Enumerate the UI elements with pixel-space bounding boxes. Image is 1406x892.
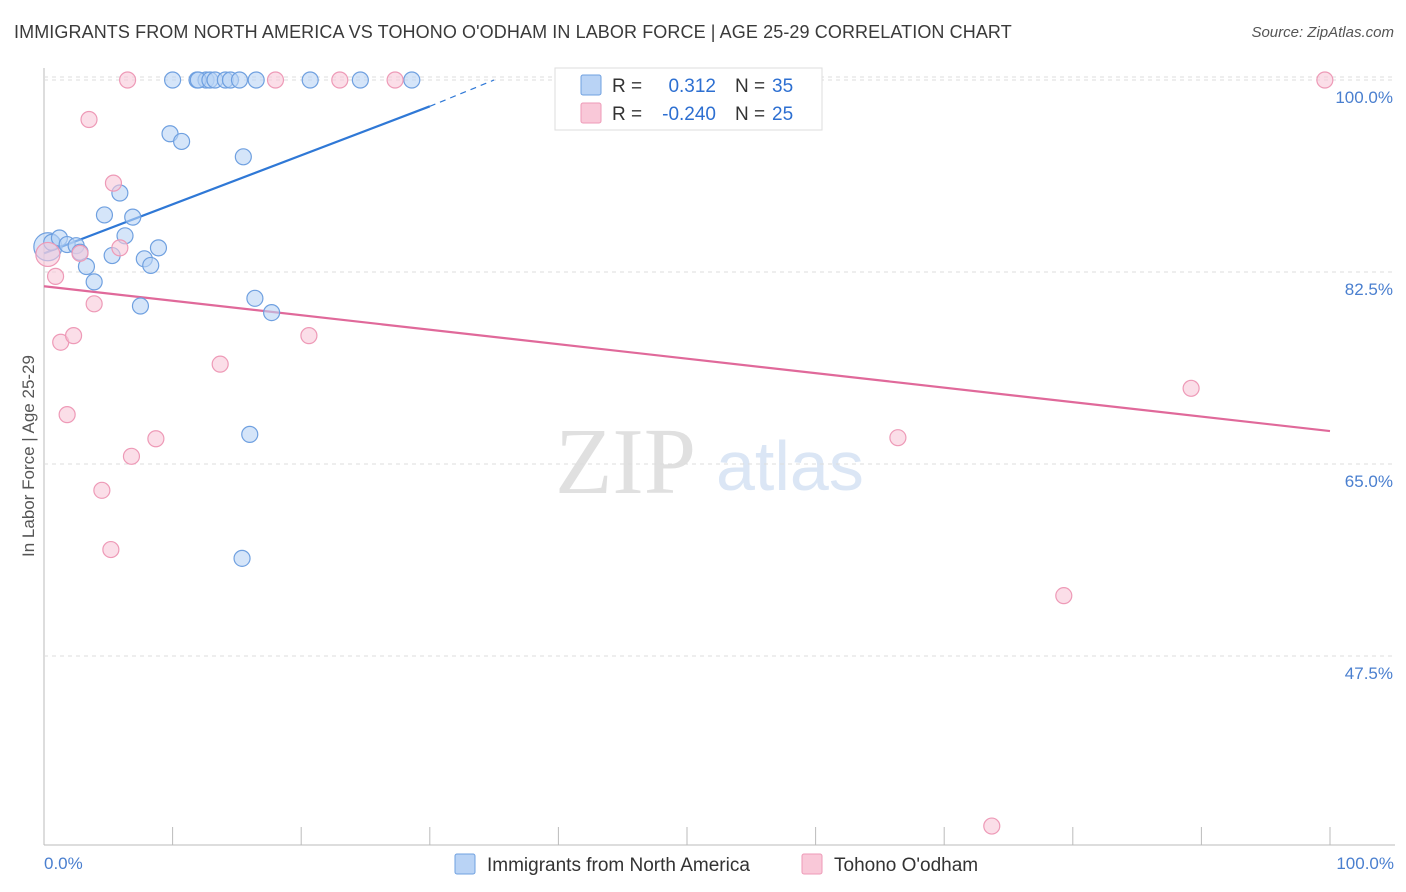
point-pink-18: [331, 71, 349, 89]
point-blue-28: [234, 148, 252, 166]
legend-n-value-1: 35: [772, 76, 793, 97]
point-blue-27: [230, 71, 249, 89]
y-tick-label-82.5: 82.5%: [1345, 280, 1393, 299]
legend: R = 0.312 N = 35 R = -0.240 N = 25: [554, 67, 823, 131]
point-pink-21: [1055, 587, 1073, 605]
point-pink-16: [266, 71, 285, 89]
trend-line-pink: [43, 285, 1331, 433]
point-pink-20: [889, 429, 907, 447]
legend-n-label-1: N =: [735, 76, 765, 97]
point-pink-7: [85, 295, 103, 313]
point-blue-34: [301, 71, 319, 89]
bottom-legend-swatch-blue: [454, 853, 476, 875]
y-tick-label-100: 100.0%: [1335, 88, 1393, 107]
trend-line-blue-extension: [429, 79, 495, 107]
point-blue-16: [149, 239, 168, 257]
legend-r-label-2: R =: [612, 104, 642, 125]
data-points: [33, 71, 1334, 835]
point-pink-9: [102, 540, 120, 559]
point-pink-0: [35, 241, 61, 268]
point-blue-7: [85, 273, 103, 291]
legend-swatch-pink: [580, 102, 602, 124]
point-pink-11: [111, 239, 129, 257]
point-pink-8: [93, 481, 111, 499]
point-pink-6: [80, 110, 98, 129]
legend-swatch-blue: [580, 74, 602, 96]
point-pink-19: [386, 71, 404, 89]
legend-n-value-2: 25: [772, 104, 793, 125]
point-blue-35: [351, 71, 369, 89]
legend-n-label-2: N =: [735, 104, 765, 125]
point-pink-13: [122, 447, 141, 465]
point-pink-10: [104, 174, 123, 192]
bottom-legend-label-blue: Immigrants from North America: [487, 855, 750, 876]
source-label: Source: ZipAtlas.com: [1251, 24, 1394, 41]
point-pink-1: [46, 267, 65, 285]
point-blue-19: [164, 71, 182, 89]
point-blue-15: [142, 256, 160, 275]
chart-title: IMMIGRANTS FROM NORTH AMERICA VS TOHONO …: [14, 22, 1012, 42]
point-blue-31: [247, 71, 265, 89]
point-blue-32: [246, 289, 264, 307]
y-tick-label-65: 65.0%: [1345, 472, 1393, 491]
point-blue-8: [95, 206, 114, 224]
point-pink-14: [147, 430, 165, 448]
point-blue-36: [403, 71, 421, 89]
point-pink-15: [211, 355, 229, 373]
y-tick-labels: 47.5% 65.0% 82.5% 100.0%: [1335, 88, 1393, 683]
point-blue-11: [124, 208, 142, 226]
legend-r-value-1: 0.312: [668, 76, 716, 97]
trend-line-blue: [43, 105, 431, 255]
bottom-legend-swatch-pink: [801, 853, 823, 875]
point-pink-17: [300, 327, 318, 345]
bottom-legend: Immigrants from North America Tohono O'o…: [454, 853, 978, 876]
y-tick-label-47.5: 47.5%: [1345, 664, 1393, 683]
point-blue-33: [263, 303, 281, 322]
legend-r-label-1: R =: [612, 76, 642, 97]
point-pink-24: [983, 817, 1001, 835]
legend-r-value-2: -0.240: [662, 104, 716, 125]
x-ticks: [43, 827, 1331, 845]
point-blue-30: [233, 549, 251, 567]
x-tick-label-min: 0.0%: [44, 854, 83, 873]
watermark-atlas: atlas: [716, 427, 864, 505]
trend-lines: [43, 79, 1331, 433]
x-tick-label-max: 100.0%: [1336, 854, 1394, 873]
point-blue-18: [173, 132, 191, 151]
point-pink-23: [1316, 71, 1334, 89]
point-pink-4: [64, 327, 83, 345]
point-blue-29: [241, 425, 259, 443]
watermark-zip: ZIP: [555, 410, 696, 514]
point-pink-3: [58, 406, 76, 424]
bottom-legend-label-pink: Tohono O'odham: [834, 855, 978, 876]
point-blue-13: [131, 297, 150, 315]
y-axis-label: In Labor Force | Age 25-29: [19, 355, 38, 557]
point-pink-22: [1182, 379, 1200, 397]
point-pink-5: [71, 244, 89, 262]
point-pink-12: [118, 71, 137, 89]
